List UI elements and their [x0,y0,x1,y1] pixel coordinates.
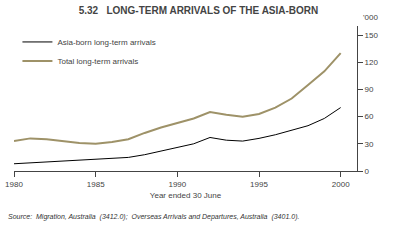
svg-text:Total long-term arrivals: Total long-term arrivals [57,57,138,66]
svg-text:1985: 1985 [87,180,105,189]
svg-text:150: 150 [365,31,379,40]
svg-text:90: 90 [365,85,374,94]
svg-text:Asia-born long-term arrivals: Asia-born long-term arrivals [57,38,155,47]
svg-text:60: 60 [365,112,374,121]
svg-text:120: 120 [365,58,379,67]
svg-text:30: 30 [365,140,374,149]
svg-text:1990: 1990 [168,180,186,189]
svg-text:1995: 1995 [250,180,268,189]
svg-text:1980: 1980 [5,180,23,189]
svg-text:'000: '000 [363,13,378,22]
svg-text:Year ended 30 June: Year ended 30 June [150,191,222,200]
svg-text:5.32 LONG-TERM ARRIVALS OF T: 5.32 LONG-TERM ARRIVALS OF THE ASIA-BORN [79,5,319,16]
svg-text:0: 0 [365,167,370,176]
svg-text:2000: 2000 [332,180,350,189]
svg-text:Source: Migration, Australia: Source: Migration, Australia (3412.0); O… [8,213,299,221]
